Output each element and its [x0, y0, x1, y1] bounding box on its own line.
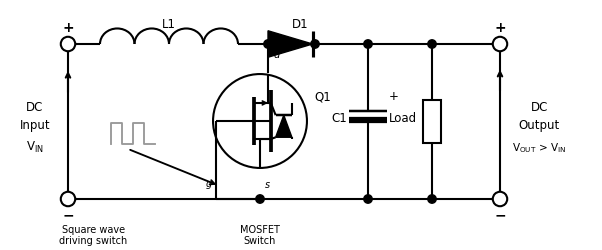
Text: +: + — [62, 21, 74, 35]
Circle shape — [364, 195, 372, 203]
Circle shape — [364, 40, 372, 49]
Polygon shape — [268, 32, 312, 58]
Polygon shape — [276, 116, 292, 138]
Text: DC: DC — [26, 100, 43, 114]
Text: C1: C1 — [331, 112, 347, 125]
Circle shape — [428, 40, 436, 49]
Text: d: d — [274, 50, 280, 60]
Text: s: s — [265, 179, 270, 189]
Text: +: + — [494, 21, 506, 35]
Text: Input: Input — [20, 118, 50, 132]
Text: V$_{\rm IN}$: V$_{\rm IN}$ — [26, 140, 44, 155]
Bar — [423, 100, 441, 144]
Circle shape — [428, 195, 436, 203]
Text: Q1: Q1 — [314, 90, 331, 104]
Text: Switch: Switch — [244, 235, 276, 245]
Text: Square wave: Square wave — [62, 224, 125, 234]
Text: g: g — [206, 178, 212, 188]
Text: MOSFET: MOSFET — [240, 224, 280, 234]
Text: DC: DC — [530, 100, 548, 114]
Text: −: − — [62, 207, 74, 221]
Text: L1: L1 — [162, 18, 176, 31]
Circle shape — [256, 195, 264, 203]
Text: V$_{\rm OUT}$ > V$_{\rm IN}$: V$_{\rm OUT}$ > V$_{\rm IN}$ — [512, 140, 566, 154]
Text: +: + — [388, 89, 398, 102]
Text: driving switch: driving switch — [59, 235, 128, 245]
Text: −: − — [494, 207, 506, 221]
Text: Load: Load — [389, 112, 417, 125]
Circle shape — [311, 40, 319, 49]
Text: D1: D1 — [292, 18, 309, 31]
Text: Output: Output — [518, 118, 560, 132]
Circle shape — [264, 40, 272, 49]
